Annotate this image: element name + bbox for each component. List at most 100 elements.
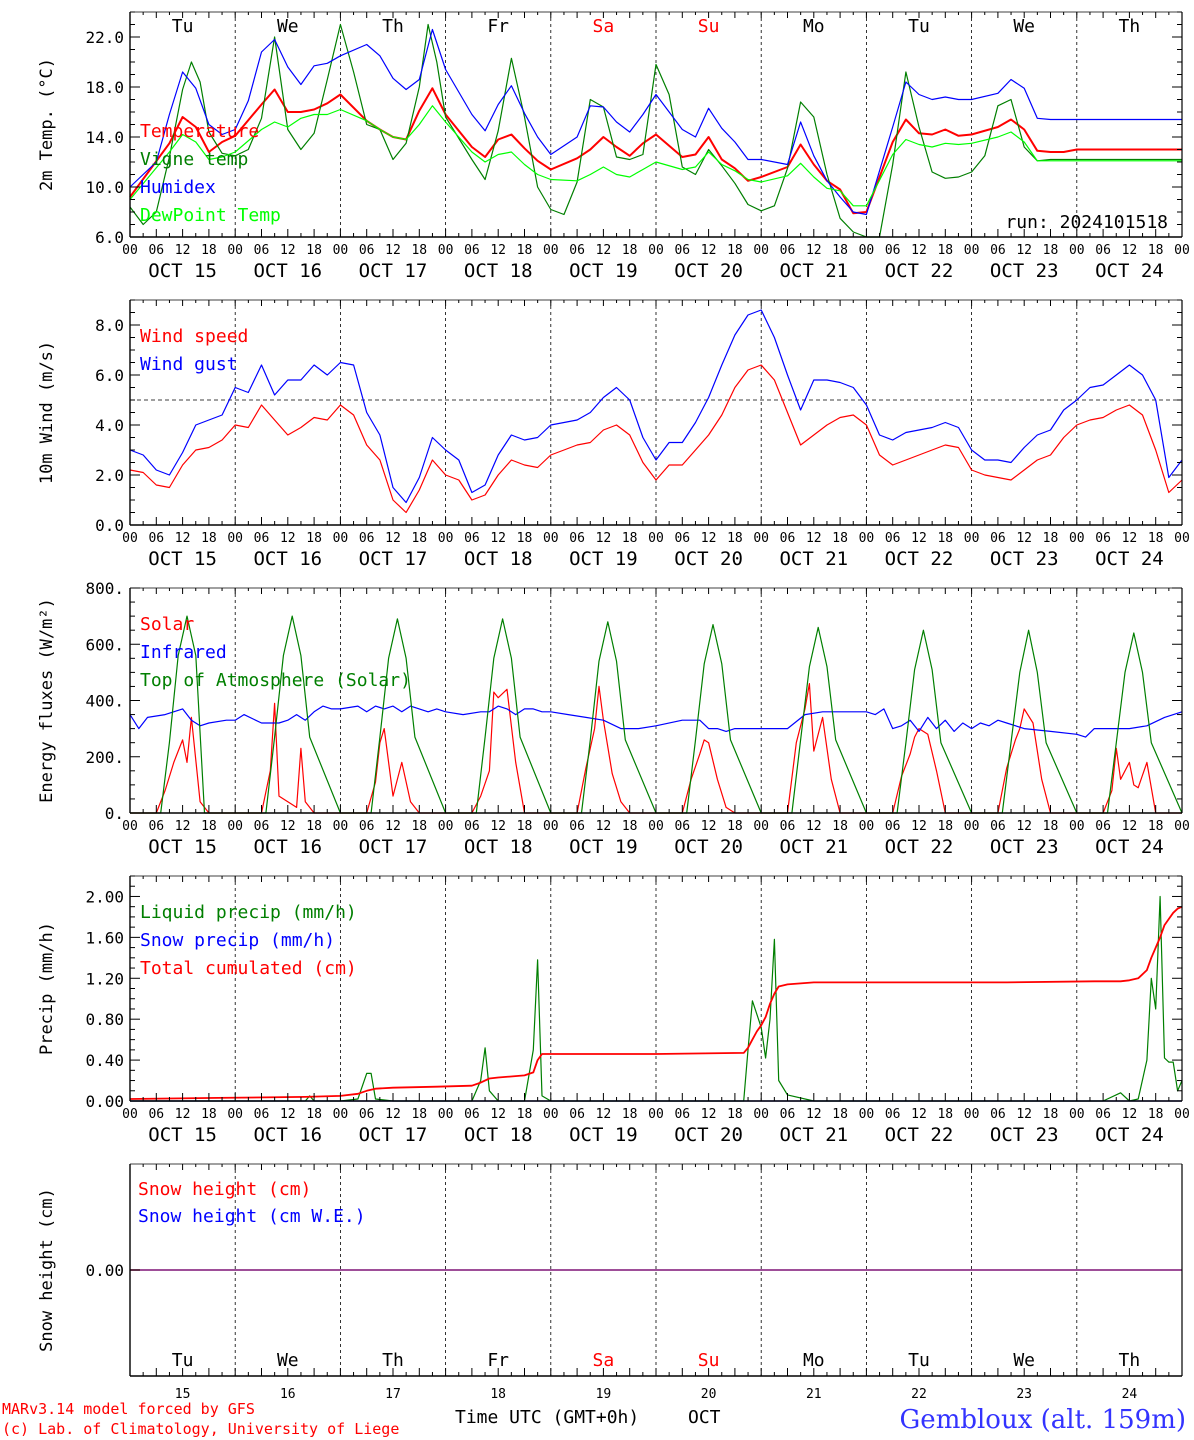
x-tick-label: 00 [122, 819, 138, 834]
day-number-label: 24 [1122, 1387, 1138, 1402]
date-label: OCT 16 [253, 1124, 322, 1146]
x-tick-label: 12 [1016, 819, 1032, 834]
series-line [129, 105, 1182, 207]
x-tick-label: 12 [280, 243, 296, 258]
x-tick-label: 12 [806, 243, 822, 258]
x-tick-label: 12 [701, 531, 717, 546]
date-label: OCT 21 [779, 260, 848, 282]
x-tick-label: 00 [753, 819, 769, 834]
y-tick-label: 1.20 [85, 969, 124, 988]
x-tick-label: 06 [464, 819, 480, 834]
x-tick-label: 00 [438, 1107, 454, 1122]
series-line [129, 905, 1183, 1100]
x-tick-label: 06 [674, 531, 690, 546]
day-label-bottom: Th [382, 1350, 404, 1371]
x-tick-label: 06 [254, 531, 270, 546]
y-tick-label: 0. [105, 804, 124, 823]
x-tick-label: 18 [306, 531, 322, 546]
date-label: OCT 19 [569, 260, 638, 282]
day-label-bottom: We [277, 1350, 299, 1371]
x-tick-label: 06 [990, 531, 1006, 546]
day-label-top: Tu [172, 16, 194, 37]
y-tick-label: 0.00 [85, 1092, 124, 1111]
series-line [129, 705, 1183, 738]
y-tick-label: 10.0 [85, 178, 124, 197]
legend-entry: Humidex [140, 177, 216, 198]
x-tick-label: 12 [1016, 531, 1032, 546]
day-label-top: We [1013, 16, 1035, 37]
x-tick-label: 06 [464, 1107, 480, 1122]
x-tick-label: 06 [780, 1107, 796, 1122]
x-tick-label: 00 [648, 243, 664, 258]
x-tick-label: 00 [227, 1107, 243, 1122]
date-label: OCT 21 [779, 836, 848, 858]
x-tick-label: 00 [964, 1107, 980, 1122]
x-tick-label: 06 [885, 819, 901, 834]
day-label-top: Su [698, 16, 720, 37]
day-number-label: 18 [490, 1387, 506, 1402]
x-tick-label: 06 [254, 1107, 270, 1122]
x-tick-label: 18 [1043, 1107, 1059, 1122]
x-tick-label: 18 [832, 243, 848, 258]
x-tick-label: 00 [859, 531, 875, 546]
x-tick-label: 00 [438, 531, 454, 546]
frame-layer [129, 11, 1183, 1377]
x-tick-label: 06 [674, 1107, 690, 1122]
x-tick-label: 12 [175, 819, 191, 834]
y-tick-label: 4.0 [95, 416, 124, 435]
date-label: OCT 20 [674, 260, 743, 282]
date-label: OCT 23 [990, 836, 1059, 858]
date-label: OCT 24 [1095, 548, 1164, 570]
x-tick-label: 00 [438, 243, 454, 258]
x-tick-label: 18 [937, 531, 953, 546]
day-label-top: Th [1119, 16, 1141, 37]
x-tick-label: 18 [411, 243, 427, 258]
date-label: OCT 22 [885, 260, 954, 282]
x-tick-label: 00 [227, 531, 243, 546]
day-number-label: 23 [1016, 1387, 1032, 1402]
x-tick-label: 12 [596, 1107, 612, 1122]
x-tick-label: 18 [937, 243, 953, 258]
series-line [129, 23, 1182, 238]
x-tick-label: 12 [490, 531, 506, 546]
x-tick-label: 00 [1174, 819, 1190, 834]
x-tick-label: 12 [596, 243, 612, 258]
station-name: Gembloux (alt. 159m) [900, 1405, 1186, 1435]
legend-entry: Snow height (cm) [138, 1179, 311, 1200]
date-label: OCT 15 [148, 548, 217, 570]
x-tick-label: 12 [175, 1107, 191, 1122]
x-tick-label: 06 [569, 819, 585, 834]
x-tick-label: 18 [306, 819, 322, 834]
date-label: OCT 23 [990, 260, 1059, 282]
x-tick-label: 18 [937, 1107, 953, 1122]
day-label-bottom: Mo [803, 1350, 825, 1371]
x-tick-label: 00 [753, 243, 769, 258]
x-tick-label: 12 [1122, 1107, 1138, 1122]
y-tick-label: 0.00 [85, 1261, 124, 1280]
x-tick-label: 00 [964, 531, 980, 546]
date-label: OCT 22 [885, 1124, 954, 1146]
x-tick-label: 12 [911, 819, 927, 834]
day-label-top: We [277, 16, 299, 37]
x-tick-label: 12 [385, 243, 401, 258]
x-tick-label: 00 [543, 531, 559, 546]
x-tick-label: 00 [1174, 531, 1190, 546]
date-label: OCT 20 [674, 1124, 743, 1146]
y-axis-label: Snow height (cm) [37, 1188, 57, 1352]
x-tick-label: 00 [648, 1107, 664, 1122]
date-label: OCT 15 [148, 260, 217, 282]
x-tick-label: 12 [911, 531, 927, 546]
y-tick-label: 0.40 [85, 1051, 124, 1070]
legend-entry: DewPoint Temp [140, 205, 281, 226]
legend-entry: Liquid precip (mm/h) [140, 902, 357, 923]
day-label-top: Fr [487, 16, 509, 37]
x-tick-label: 12 [911, 243, 927, 258]
x-tick-label: 06 [464, 243, 480, 258]
x-tick-label: 18 [411, 1107, 427, 1122]
date-label: OCT 23 [990, 1124, 1059, 1146]
y-tick-label: 0.0 [95, 516, 124, 535]
day-label-top: Mo [803, 16, 825, 37]
date-label: OCT 18 [464, 836, 533, 858]
run-annotation: run: 2024101518 [1005, 212, 1168, 233]
date-label: OCT 19 [569, 836, 638, 858]
